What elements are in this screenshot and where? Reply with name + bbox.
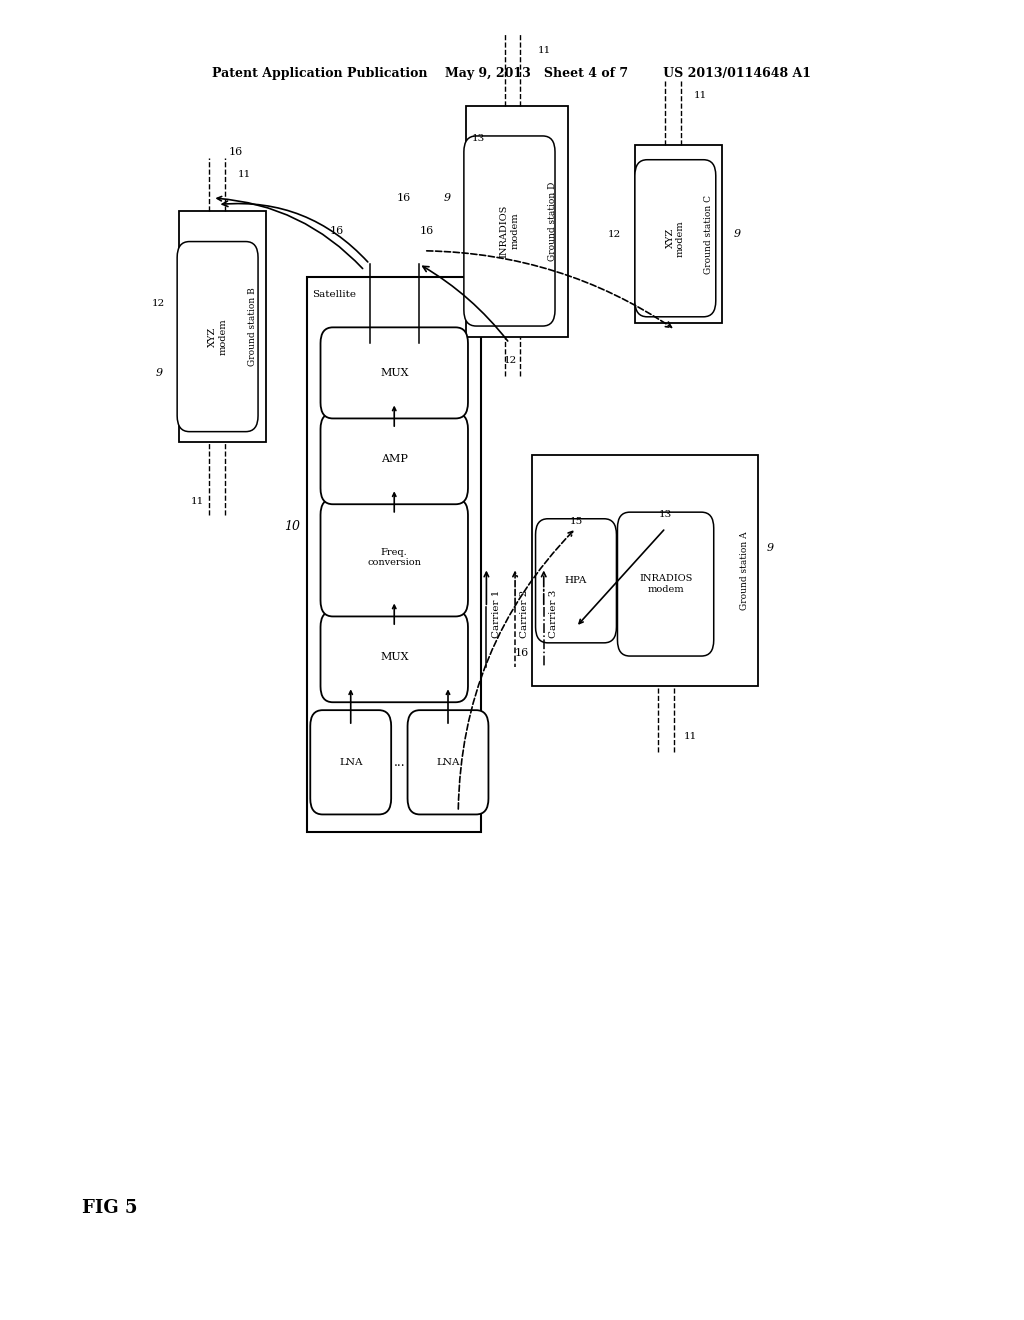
Bar	[307, 277, 481, 832]
Text: Satellite: Satellite	[312, 290, 356, 300]
Text: HPA: HPA	[565, 577, 587, 585]
FancyBboxPatch shape	[310, 710, 391, 814]
Bar	[532, 455, 758, 686]
Text: Ground station C: Ground station C	[705, 195, 713, 273]
Text: MUX: MUX	[380, 652, 409, 661]
Text: Ground station A: Ground station A	[740, 532, 749, 610]
FancyBboxPatch shape	[408, 710, 488, 814]
Text: 9: 9	[444, 193, 451, 203]
FancyBboxPatch shape	[536, 519, 616, 643]
Text: 9: 9	[734, 230, 740, 239]
Text: 16: 16	[229, 147, 243, 157]
Text: Carrier 2: Carrier 2	[520, 590, 529, 638]
Text: INRADIOS
modem: INRADIOS modem	[500, 205, 519, 257]
Text: MUX: MUX	[380, 368, 409, 378]
Text: 11: 11	[694, 91, 708, 99]
Text: 11: 11	[238, 170, 251, 178]
Text: 10: 10	[284, 520, 300, 533]
Text: LNA: LNA	[339, 758, 362, 767]
Text: 16: 16	[420, 226, 434, 236]
Text: Ground station D: Ground station D	[549, 181, 557, 261]
Text: Patent Application Publication    May 9, 2013   Sheet 4 of 7        US 2013/0114: Patent Application Publication May 9, 20…	[213, 67, 811, 81]
Text: Carrier 1: Carrier 1	[492, 590, 501, 638]
Bar	[179, 211, 266, 442]
Text: 13: 13	[659, 511, 672, 519]
FancyBboxPatch shape	[635, 160, 716, 317]
FancyBboxPatch shape	[321, 327, 468, 418]
Text: 12: 12	[504, 356, 516, 364]
Text: 16: 16	[396, 193, 411, 203]
FancyBboxPatch shape	[177, 242, 258, 432]
Text: AMP: AMP	[381, 454, 408, 463]
Text: 16: 16	[330, 226, 344, 236]
Text: 12: 12	[608, 230, 621, 239]
Text: 11: 11	[190, 498, 204, 506]
Bar	[635, 145, 722, 323]
Text: 9: 9	[156, 368, 162, 378]
Text: 13: 13	[472, 135, 484, 143]
FancyBboxPatch shape	[321, 499, 468, 616]
Text: Ground station B: Ground station B	[249, 288, 257, 366]
Text: ...: ...	[393, 756, 406, 768]
FancyBboxPatch shape	[321, 611, 468, 702]
Text: INRADIOS
modem: INRADIOS modem	[639, 574, 692, 594]
Text: 16: 16	[515, 648, 529, 659]
Text: FIG 5: FIG 5	[82, 1199, 137, 1217]
Text: 12: 12	[153, 300, 165, 308]
Text: 11: 11	[538, 46, 551, 54]
Text: 9: 9	[767, 543, 773, 553]
Text: Freq.
conversion: Freq. conversion	[368, 548, 421, 568]
FancyBboxPatch shape	[464, 136, 555, 326]
FancyBboxPatch shape	[321, 413, 468, 504]
Text: LNA: LNA	[436, 758, 460, 767]
Text: Carrier 3: Carrier 3	[549, 590, 558, 638]
Text: 15: 15	[569, 517, 583, 525]
Text: 11: 11	[684, 733, 697, 741]
Bar	[466, 106, 568, 337]
Text: XYZ
modem: XYZ modem	[666, 220, 685, 256]
Text: XYZ
modem: XYZ modem	[208, 318, 227, 355]
FancyBboxPatch shape	[617, 512, 714, 656]
